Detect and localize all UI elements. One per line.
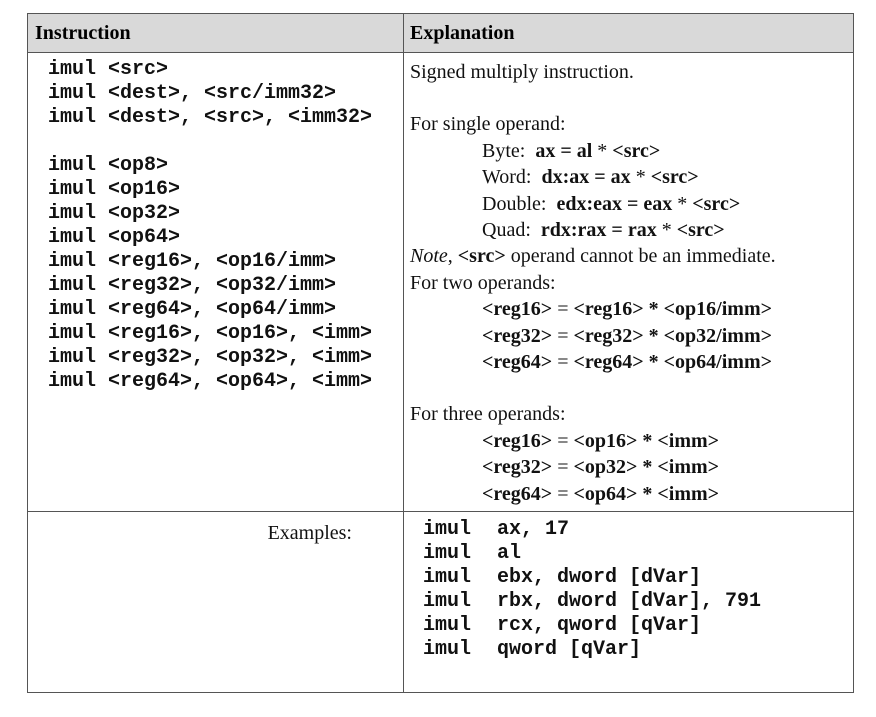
- header-cell: Instruction: [35, 22, 131, 44]
- text-run: <src>: [457, 245, 506, 268]
- instruction-form: imul <src>: [48, 58, 169, 81]
- text-run: <reg16> * <op16/imm>: [573, 298, 773, 321]
- example-mnemonic: imul: [423, 590, 472, 613]
- example-mnemonic: imul: [423, 542, 472, 565]
- instruction-form: imul <reg16>, <op16/imm>: [48, 250, 337, 273]
- text-run: *: [672, 192, 693, 215]
- text-run: <op16> * <imm>: [573, 429, 720, 452]
- text-run: For three operands:: [410, 403, 566, 426]
- border: [28, 52, 854, 53]
- explanation-line: <reg16> = <op16> * <imm>: [482, 428, 719, 454]
- example-mnemonic: imul: [423, 614, 472, 637]
- examples-label: Examples:: [267, 522, 352, 544]
- text-run: =: [552, 324, 574, 347]
- text-run: <src>: [612, 139, 661, 162]
- explanation-line: Quad: rdx:rax = rax * <src>: [482, 217, 725, 243]
- example-operands: ebx, dword [dVar]: [497, 566, 702, 589]
- explanation-line: <reg32> = <op32> * <imm>: [482, 454, 719, 480]
- text-run: Double:: [482, 192, 557, 215]
- text-run: Signed multiply instruction.: [410, 61, 634, 83]
- explanation-line: <reg64> = <op64> * <imm>: [482, 481, 719, 507]
- text-run: dx:ax = ax: [541, 166, 631, 189]
- explanation-line: For three operands:: [410, 401, 566, 427]
- text-run: =: [552, 482, 574, 505]
- explanation-line: <reg64> = <reg64> * <op64/imm>: [482, 349, 772, 375]
- text-run: =: [552, 298, 574, 321]
- text-run: ,: [447, 245, 458, 268]
- text-run: <src>: [692, 192, 741, 215]
- example-operands: al: [497, 542, 522, 565]
- example-operands: ax, 17: [497, 518, 570, 541]
- instruction-form: imul <reg64>, <op64>, <imm>: [48, 370, 373, 393]
- text-run: Quad:: [482, 219, 541, 241]
- text-run: For two operands:: [410, 271, 556, 294]
- text-run: Byte:: [482, 139, 536, 162]
- instruction-form: imul <reg32>, <op32>, <imm>: [48, 346, 373, 369]
- text-run: <reg32>: [482, 324, 553, 347]
- border: [28, 692, 854, 693]
- header-cell: Explanation: [410, 22, 515, 44]
- explanation-line: Signed multiply instruction.: [410, 59, 634, 85]
- text-run: Word:: [482, 166, 542, 189]
- text-run: <reg64> * <op64/imm>: [573, 351, 773, 373]
- instruction-form: imul <op16>: [48, 178, 181, 201]
- text-run: =: [552, 456, 574, 479]
- text-run: <reg32> * <op32/imm>: [573, 324, 773, 347]
- text-run: edx:eax = eax: [556, 192, 673, 215]
- example-mnemonic: imul: [423, 566, 472, 589]
- explanation-line: Note, <src> operand cannot be an immedia…: [410, 243, 776, 269]
- instruction-form: imul <dest>, <src/imm32>: [48, 82, 337, 105]
- header-background: [28, 14, 853, 52]
- explanation-line: For single operand:: [410, 111, 566, 137]
- instruction-form: imul <op8>: [48, 154, 169, 177]
- text-run: operand cannot be an immediate.: [505, 245, 776, 268]
- explanation-line: <reg16> = <reg16> * <op16/imm>: [482, 296, 772, 322]
- example-operands: rbx, dword [dVar], 791: [497, 590, 762, 613]
- text-run: rdx:rax = rax: [540, 219, 657, 241]
- explanation-line: Byte: ax = al * <src>: [482, 138, 660, 164]
- text-run: Note: [410, 245, 448, 268]
- text-run: <reg16>: [482, 429, 553, 452]
- border: [27, 13, 28, 693]
- text-run: <op32> * <imm>: [573, 456, 720, 479]
- text-run: <reg64>: [482, 351, 553, 373]
- explanation-line: Double: edx:eax = eax * <src>: [482, 191, 740, 217]
- text-run: *: [656, 219, 677, 241]
- text-run: <reg16>: [482, 298, 553, 321]
- border: [403, 13, 404, 693]
- text-run: =: [552, 429, 574, 452]
- explanation-line: <reg32> = <reg32> * <op32/imm>: [482, 323, 772, 349]
- example-operands: rcx, qword [qVar]: [497, 614, 702, 637]
- instruction-form: imul <op64>: [48, 226, 181, 249]
- text-run: *: [630, 166, 651, 189]
- text-run: For single operand:: [410, 113, 566, 136]
- text-run: <reg32>: [482, 456, 553, 479]
- text-run: <src>: [676, 219, 725, 241]
- instruction-form: imul <op32>: [48, 202, 181, 225]
- text-run: <op64> * <imm>: [573, 482, 720, 505]
- explanation-line: Word: dx:ax = ax * <src>: [482, 164, 699, 190]
- instruction-form: imul <dest>, <src>, <imm32>: [48, 106, 373, 129]
- border: [853, 13, 854, 693]
- text-run: =: [552, 351, 574, 373]
- explanation-line: For two operands:: [410, 270, 556, 296]
- text-run: ax = al: [535, 139, 593, 162]
- border: [28, 511, 854, 512]
- border: [28, 13, 854, 14]
- instruction-form: imul <reg32>, <op32/imm>: [48, 274, 337, 297]
- example-operands: qword [qVar]: [497, 638, 642, 661]
- text-run: <src>: [650, 166, 699, 189]
- example-mnemonic: imul: [423, 638, 472, 661]
- example-mnemonic: imul: [423, 518, 472, 541]
- text-run: <reg64>: [482, 482, 553, 505]
- instruction-form: imul <reg16>, <op16>, <imm>: [48, 322, 373, 345]
- instruction-form: imul <reg64>, <op64/imm>: [48, 298, 337, 321]
- text-run: *: [592, 139, 613, 162]
